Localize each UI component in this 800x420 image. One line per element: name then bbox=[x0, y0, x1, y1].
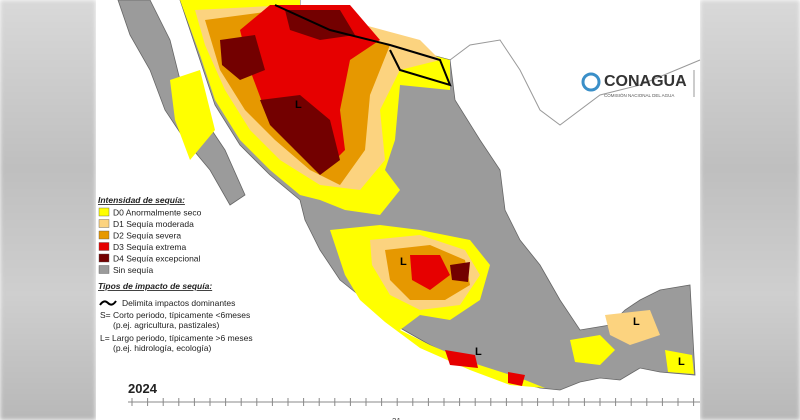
legend-swatch bbox=[98, 219, 110, 228]
boundary-symbol bbox=[99, 300, 117, 306]
legend-swatch bbox=[98, 265, 110, 274]
drought-d0 bbox=[170, 70, 215, 160]
legend-label: D0 Anormalmente seco bbox=[113, 208, 202, 218]
impact-text: S= Corto periodo, típicamente <6meses bbox=[100, 310, 250, 320]
blurred-right bbox=[700, 0, 800, 420]
legend-swatch bbox=[98, 207, 110, 217]
map-label: L bbox=[678, 356, 685, 368]
drought-d0 bbox=[570, 335, 615, 365]
impact-text: (p.ej. hidrología, ecología) bbox=[113, 343, 211, 353]
logo-icon bbox=[581, 72, 601, 92]
legend-label: D1 Sequía moderada bbox=[113, 219, 194, 229]
legend-swatch bbox=[98, 242, 110, 251]
map-label: L bbox=[295, 99, 302, 111]
impact-text: (p.ej. agricultura, pastizales) bbox=[113, 320, 219, 330]
map-label: L bbox=[633, 316, 640, 328]
drought-d0 bbox=[665, 350, 694, 374]
drought-d3 bbox=[240, 5, 380, 170]
drought-d3 bbox=[410, 255, 450, 290]
drought-d4 bbox=[260, 95, 340, 175]
drought-d1 bbox=[605, 310, 660, 345]
legend-swatch bbox=[98, 230, 110, 240]
drought-d4 bbox=[450, 262, 470, 282]
legend-label: D2 Sequía severa bbox=[113, 231, 181, 241]
drought-d3 bbox=[445, 350, 478, 368]
map-label: L bbox=[475, 346, 482, 358]
legend-title: Intensidad de sequía: bbox=[98, 195, 185, 205]
impact-text: Delimita impactos dominantes bbox=[122, 298, 235, 308]
timeline-year: 2024 bbox=[128, 381, 158, 396]
timeline-day: 31 bbox=[392, 417, 401, 420]
logo-subtitle: COMISIÓN NACIONAL DEL AGUA bbox=[604, 92, 674, 98]
impact-boundary bbox=[274, 4, 452, 87]
legend-label: D3 Sequía extrema bbox=[113, 242, 187, 252]
map-label: L bbox=[400, 256, 407, 268]
logo-name: CONAGUA bbox=[604, 73, 687, 90]
legend-title: Tipos de impacto de sequía: bbox=[98, 281, 212, 291]
impact-text: L= Largo periodo, típicamente >6 meses bbox=[100, 333, 253, 343]
legend-label: D4 Sequía excepcional bbox=[113, 254, 201, 264]
blurred-left bbox=[0, 0, 96, 420]
legend-label: Sin sequía bbox=[113, 265, 153, 275]
legend-swatch bbox=[98, 253, 110, 263]
drought-d3 bbox=[508, 372, 525, 386]
drought-d4 bbox=[220, 35, 265, 80]
